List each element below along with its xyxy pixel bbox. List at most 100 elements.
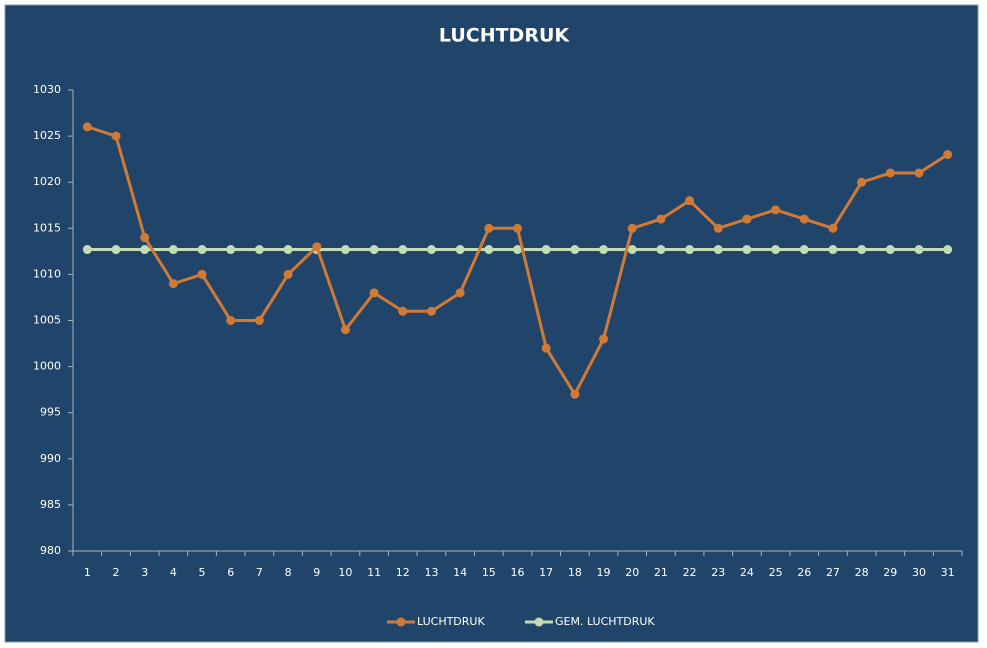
data-point bbox=[742, 245, 752, 255]
x-tick-label: 18 bbox=[568, 566, 582, 579]
data-point bbox=[140, 245, 150, 255]
data-point bbox=[398, 306, 408, 316]
chart-background bbox=[4, 4, 979, 643]
data-point bbox=[943, 150, 953, 160]
data-point bbox=[369, 288, 379, 298]
y-tick-label: 1005 bbox=[33, 314, 61, 327]
data-point bbox=[885, 245, 895, 255]
x-tick-label: 3 bbox=[141, 566, 148, 579]
y-tick-label: 1000 bbox=[33, 360, 61, 373]
data-point bbox=[484, 245, 494, 255]
data-point bbox=[828, 223, 838, 233]
x-tick-label: 19 bbox=[597, 566, 611, 579]
data-point bbox=[541, 343, 551, 353]
data-point bbox=[885, 168, 895, 178]
y-tick-label: 1020 bbox=[33, 175, 61, 188]
data-point bbox=[340, 325, 350, 335]
x-tick-label: 1 bbox=[84, 566, 91, 579]
data-point bbox=[426, 245, 436, 255]
data-point bbox=[541, 245, 551, 255]
data-point bbox=[226, 316, 236, 325]
data-point bbox=[82, 245, 92, 255]
x-tick-label: 4 bbox=[170, 566, 177, 579]
y-tick-label: 1025 bbox=[33, 129, 61, 142]
data-point bbox=[283, 269, 293, 279]
x-tick-label: 8 bbox=[285, 566, 292, 579]
data-point bbox=[168, 245, 178, 255]
data-point bbox=[455, 288, 465, 298]
data-point bbox=[857, 177, 867, 187]
x-tick-label: 25 bbox=[769, 566, 783, 579]
y-tick-label: 1015 bbox=[33, 221, 61, 234]
chart-title: LUCHTDRUK bbox=[439, 25, 570, 47]
x-tick-label: 24 bbox=[740, 566, 754, 579]
data-point bbox=[369, 245, 379, 255]
x-tick-label: 9 bbox=[313, 566, 320, 579]
x-tick-label: 21 bbox=[654, 566, 668, 579]
data-point bbox=[627, 245, 637, 255]
data-point bbox=[857, 245, 867, 255]
x-tick-label: 29 bbox=[883, 566, 897, 579]
y-tick-label: 1010 bbox=[33, 267, 61, 280]
data-point bbox=[570, 245, 580, 255]
x-tick-label: 13 bbox=[424, 566, 438, 579]
data-point bbox=[771, 245, 781, 255]
data-point bbox=[685, 196, 695, 206]
x-tick-label: 23 bbox=[711, 566, 725, 579]
data-point bbox=[599, 245, 609, 255]
x-tick-label: 2 bbox=[113, 566, 120, 579]
data-point bbox=[656, 214, 666, 224]
x-tick-label: 31 bbox=[941, 566, 955, 579]
data-point bbox=[799, 245, 809, 255]
x-tick-label: 22 bbox=[683, 566, 697, 579]
data-point bbox=[570, 389, 580, 399]
data-point bbox=[312, 242, 322, 252]
data-point bbox=[627, 223, 637, 233]
data-point bbox=[713, 223, 723, 233]
data-point bbox=[455, 245, 465, 255]
x-tick-label: 20 bbox=[625, 566, 639, 579]
data-point bbox=[713, 245, 723, 255]
data-point bbox=[197, 245, 207, 255]
legend-marker bbox=[396, 617, 406, 627]
legend-label: GEM. LUCHTDRUK bbox=[555, 615, 655, 628]
data-point bbox=[340, 245, 350, 255]
data-point bbox=[111, 131, 121, 141]
data-point bbox=[283, 245, 293, 255]
data-point bbox=[111, 245, 121, 255]
x-tick-label: 28 bbox=[855, 566, 869, 579]
x-tick-label: 27 bbox=[826, 566, 840, 579]
data-point bbox=[914, 168, 924, 178]
legend-marker bbox=[534, 617, 544, 627]
data-point bbox=[943, 245, 953, 255]
x-tick-label: 17 bbox=[539, 566, 553, 579]
x-tick-label: 16 bbox=[511, 566, 525, 579]
data-point bbox=[197, 269, 207, 279]
y-tick-label: 995 bbox=[40, 406, 61, 419]
y-tick-label: 990 bbox=[40, 452, 61, 465]
x-tick-label: 5 bbox=[199, 566, 206, 579]
data-point bbox=[742, 214, 752, 224]
data-point bbox=[82, 122, 92, 132]
data-point bbox=[254, 316, 264, 325]
legend-label: LUCHTDRUK bbox=[417, 615, 485, 628]
y-tick-label: 985 bbox=[40, 498, 61, 511]
data-point bbox=[599, 334, 609, 344]
data-point bbox=[513, 245, 522, 255]
data-point bbox=[226, 245, 236, 255]
data-point bbox=[828, 245, 838, 255]
data-point bbox=[799, 214, 809, 224]
data-point bbox=[513, 223, 522, 233]
data-point bbox=[254, 245, 264, 255]
y-tick-label: 1030 bbox=[33, 83, 61, 96]
data-point bbox=[426, 306, 436, 316]
x-tick-label: 11 bbox=[367, 566, 381, 579]
data-point bbox=[168, 279, 178, 289]
x-tick-label: 14 bbox=[453, 566, 467, 579]
x-tick-label: 6 bbox=[227, 566, 234, 579]
data-point bbox=[484, 223, 494, 233]
x-tick-label: 15 bbox=[482, 566, 496, 579]
x-tick-label: 7 bbox=[256, 566, 263, 579]
x-tick-label: 10 bbox=[338, 566, 352, 579]
